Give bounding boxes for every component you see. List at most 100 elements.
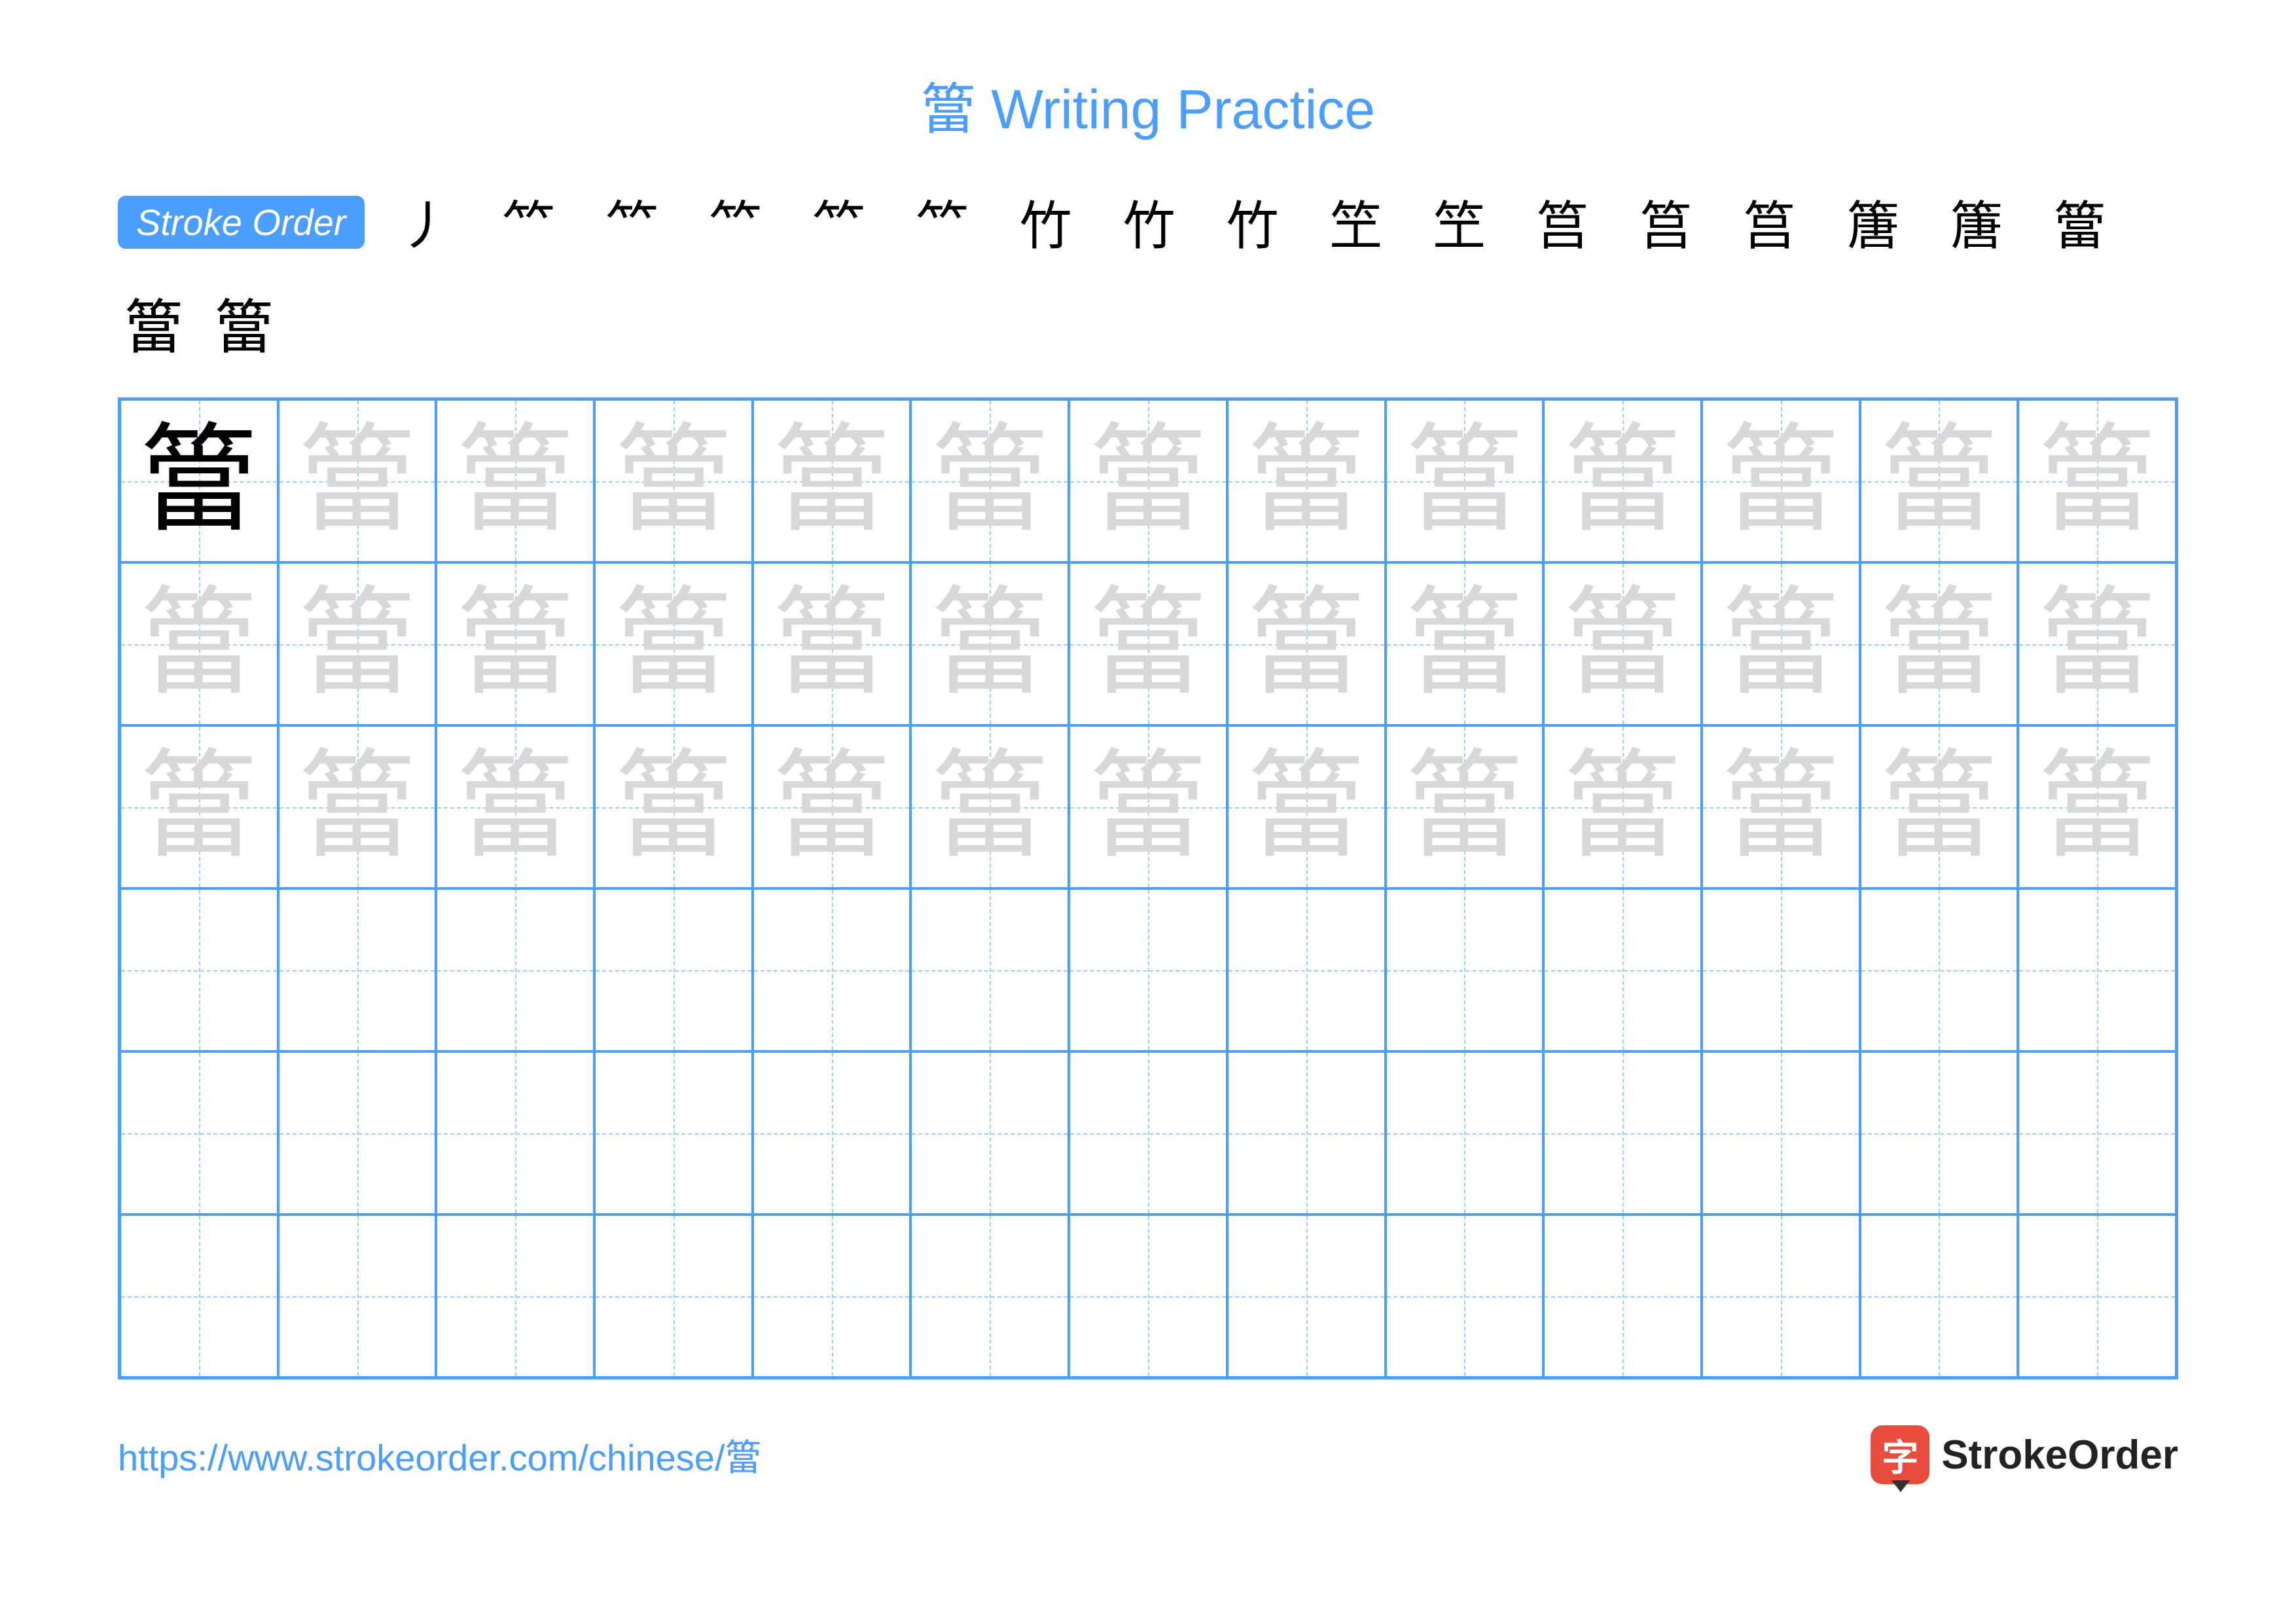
- stroke-step: 篖: [1934, 184, 2019, 260]
- practice-cell: [910, 888, 1069, 1051]
- practice-cell: [120, 1051, 278, 1214]
- stroke-step: 𥫗: [693, 184, 778, 260]
- practice-cell: 簹: [1386, 725, 1544, 888]
- trace-character: 簹: [1564, 748, 1681, 866]
- practice-cell: [2018, 888, 2176, 1051]
- practice-cell: 簹: [278, 562, 437, 725]
- practice-cell: 簹: [1860, 399, 2018, 562]
- trace-character: 簹: [2038, 748, 2156, 866]
- practice-grid: 簹簹簹簹簹簹簹簹簹簹簹簹簹簹簹簹簹簹簹簹簹簹簹簹簹簹簹簹簹簹簹簹簹簹簹簹簹簹簹: [118, 397, 2178, 1379]
- trace-character: 簹: [456, 422, 574, 540]
- stroke-step: 竹: [1107, 184, 1192, 260]
- practice-cell: [753, 1051, 911, 1214]
- trace-character: 簹: [1247, 585, 1365, 703]
- trace-character: 簹: [931, 422, 1049, 540]
- practice-cell: 簹: [1227, 562, 1386, 725]
- practice-cell: [1069, 1051, 1227, 1214]
- stroke-step: 𥫗: [797, 184, 882, 260]
- practice-cell: [1227, 888, 1386, 1051]
- stroke-step: 筥: [1624, 184, 1709, 260]
- practice-cell: [1860, 1051, 2018, 1214]
- trace-character: 簹: [140, 748, 258, 866]
- stroke-step: 簹: [208, 280, 280, 365]
- practice-cell: [1227, 1051, 1386, 1214]
- logo: 字 StrokeOrder: [1871, 1425, 2178, 1484]
- footer-url[interactable]: https://www.strokeorder.com/chinese/簹: [118, 1429, 762, 1482]
- trace-character: 簹: [615, 422, 732, 540]
- practice-cell: [120, 1214, 278, 1377]
- practice-cell: 簹: [436, 399, 594, 562]
- practice-cell: [278, 888, 437, 1051]
- trace-character: 簹: [1405, 422, 1523, 540]
- practice-cell: [436, 1051, 594, 1214]
- practice-cell: 簹: [120, 399, 278, 562]
- practice-cell: [436, 1214, 594, 1377]
- stroke-step: 笁: [1314, 184, 1399, 260]
- trace-character: 簹: [1722, 422, 1840, 540]
- trace-character: 簹: [1089, 422, 1207, 540]
- title-character: 簹: [921, 79, 976, 140]
- practice-cell: 簹: [594, 725, 753, 888]
- practice-cell: [2018, 1051, 2176, 1214]
- practice-cell: 簹: [910, 399, 1069, 562]
- stroke-step: 丿: [383, 184, 468, 260]
- practice-cell: [910, 1214, 1069, 1377]
- stroke-step: 𥫗: [900, 184, 985, 260]
- stroke-step: 笁: [1417, 184, 1502, 260]
- practice-cell: 簹: [1386, 399, 1544, 562]
- logo-text: StrokeOrder: [1941, 1432, 2178, 1478]
- practice-cell: [278, 1214, 437, 1377]
- trace-character: 簹: [2038, 422, 2156, 540]
- practice-cell: 簹: [1702, 562, 1860, 725]
- practice-cell: [594, 888, 753, 1051]
- practice-cell: 簹: [120, 562, 278, 725]
- practice-cell: [120, 888, 278, 1051]
- practice-cell: [1543, 1214, 1702, 1377]
- trace-character: 簹: [1880, 422, 1998, 540]
- stroke-step: 筥: [1520, 184, 1605, 260]
- practice-cell: [1860, 888, 2018, 1051]
- trace-character: 簹: [1722, 748, 1840, 866]
- trace-character: 簹: [1564, 585, 1681, 703]
- practice-cell: 簹: [753, 562, 911, 725]
- practice-cell: 簹: [753, 725, 911, 888]
- practice-cell: [594, 1214, 753, 1377]
- practice-cell: 簹: [2018, 725, 2176, 888]
- practice-cell: [1702, 1214, 1860, 1377]
- trace-character: 簹: [931, 748, 1049, 866]
- practice-cell: [1702, 888, 1860, 1051]
- practice-cell: 簹: [1860, 562, 2018, 725]
- practice-cell: 簹: [120, 725, 278, 888]
- page-title: 簹 Writing Practice: [118, 65, 2178, 145]
- practice-cell: [753, 1214, 911, 1377]
- trace-character: 簹: [1880, 748, 1998, 866]
- practice-cell: 簹: [1543, 562, 1702, 725]
- practice-cell: [1860, 1214, 2018, 1377]
- trace-character: 簹: [931, 585, 1049, 703]
- practice-cell: 簹: [1543, 725, 1702, 888]
- trace-character: 簹: [773, 748, 891, 866]
- practice-cell: [2018, 1214, 2176, 1377]
- stroke-step: ⺮: [486, 184, 571, 260]
- practice-cell: 簹: [1386, 562, 1544, 725]
- trace-character: 簹: [1089, 585, 1207, 703]
- footer: https://www.strokeorder.com/chinese/簹 字 …: [118, 1425, 2178, 1484]
- practice-cell: [1386, 1051, 1544, 1214]
- logo-badge-icon: 字: [1871, 1425, 1929, 1484]
- practice-cell: 簹: [594, 562, 753, 725]
- trace-character: 簹: [1722, 585, 1840, 703]
- practice-cell: [1386, 1214, 1544, 1377]
- trace-character: 簹: [1880, 585, 1998, 703]
- stroke-step: ⺮: [590, 184, 675, 260]
- practice-cell: 簹: [1069, 399, 1227, 562]
- practice-cell: [1069, 1214, 1227, 1377]
- trace-character: 簹: [298, 585, 416, 703]
- example-character: 簹: [140, 422, 258, 540]
- practice-cell: 簹: [1069, 725, 1227, 888]
- practice-cell: 簹: [278, 725, 437, 888]
- trace-character: 簹: [1405, 748, 1523, 866]
- trace-character: 簹: [615, 748, 732, 866]
- stroke-order-row-1: Stroke Order 丿⺮⺮𥫗𥫗𥫗竹竹竹笁笁筥筥筥篖篖簹: [118, 184, 2178, 260]
- practice-cell: 簹: [436, 725, 594, 888]
- trace-character: 簹: [298, 422, 416, 540]
